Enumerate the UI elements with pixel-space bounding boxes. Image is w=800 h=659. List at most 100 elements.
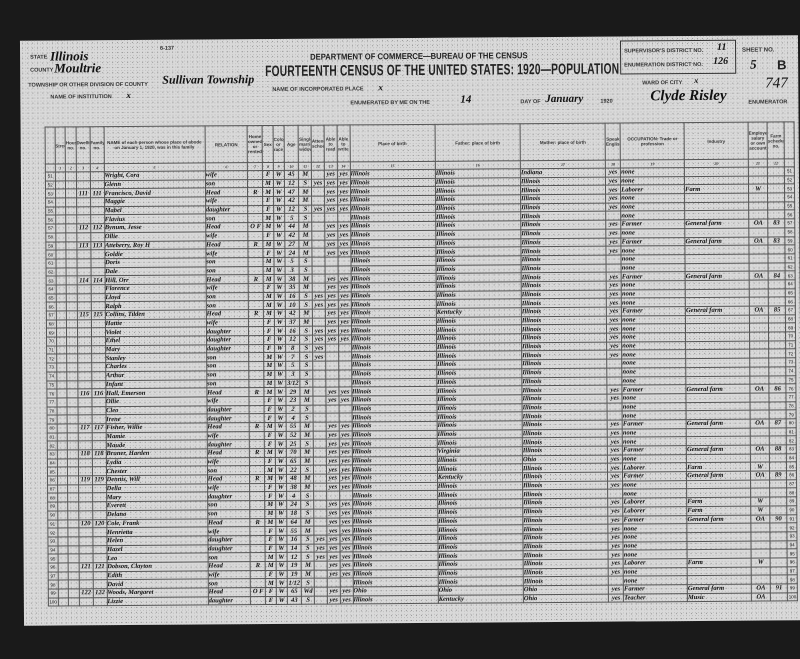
race: W <box>274 292 285 301</box>
tenure <box>247 205 263 215</box>
relation: daughter <box>208 596 251 606</box>
can-read: yes <box>325 317 339 327</box>
can-write: yes <box>338 334 352 344</box>
dwelling-number <box>78 527 93 537</box>
speaks-english <box>606 263 622 273</box>
race: W <box>274 396 286 406</box>
can-write: yes <box>338 430 352 440</box>
attended-school <box>314 569 328 579</box>
street-cell <box>57 502 68 511</box>
attended-school <box>314 578 328 588</box>
family-number: 117 <box>91 423 106 433</box>
can-write: yes <box>337 195 351 205</box>
relation: Head <box>206 387 250 397</box>
ward-label: WARD OF CITY <box>642 80 683 87</box>
attended-school <box>312 230 325 240</box>
column-header: Family no. <box>89 126 104 164</box>
line-number-right: 91 <box>787 514 797 524</box>
race: W <box>276 596 287 605</box>
race: W <box>274 283 285 293</box>
race: W <box>275 535 287 545</box>
column-header: Able to read <box>324 125 338 163</box>
family-number <box>91 354 106 363</box>
institution-label: NAME OF INSTITUTION <box>50 94 112 101</box>
street-cell <box>56 371 68 381</box>
relation: Head <box>208 587 251 597</box>
street-cell <box>54 171 66 181</box>
family-number <box>92 501 107 511</box>
occupation: Teacher <box>623 593 688 603</box>
house-number-cell <box>66 276 78 285</box>
column-header: House no. <box>65 126 77 164</box>
line-number: 90 <box>47 510 58 520</box>
sex: M <box>263 266 275 275</box>
farm-schedule-number <box>770 566 788 576</box>
relation: Head <box>207 518 251 528</box>
sex: M <box>264 387 275 397</box>
house-number-cell <box>66 250 77 259</box>
sex: M <box>264 370 275 380</box>
farm-schedule-number <box>767 166 785 176</box>
house-number-cell <box>67 415 79 424</box>
line-number-right: 66 <box>785 297 796 306</box>
farm-schedule-number <box>770 531 788 541</box>
marital-status: S <box>301 578 315 588</box>
column-number: 22 <box>767 158 785 168</box>
house-number-cell <box>67 458 79 468</box>
attended-school: yes <box>312 326 326 336</box>
street-cell <box>56 363 67 372</box>
can-write: yes <box>339 500 353 509</box>
farm-schedule-number: 86 <box>769 384 787 393</box>
relation: son <box>205 292 249 302</box>
race: W <box>274 300 285 310</box>
family-number <box>91 328 106 337</box>
farm-schedule-number <box>769 453 787 463</box>
relation: son <box>206 361 250 371</box>
line-number-right: 79 <box>786 410 797 419</box>
sheet-number: 5 <box>750 56 757 72</box>
can-write: yes <box>338 308 351 318</box>
family-number <box>91 380 106 389</box>
street-cell <box>57 510 69 520</box>
farm-schedule-number <box>768 245 786 254</box>
speaks-english <box>607 367 623 377</box>
line-number-right: 76 <box>786 384 796 393</box>
county-value: Moultrie <box>54 60 102 76</box>
attended-school: yes <box>312 352 326 362</box>
can-read: yes <box>325 274 338 284</box>
house-number-cell <box>66 354 78 364</box>
can-read: yes <box>327 560 340 570</box>
farm-schedule-number <box>767 175 785 185</box>
column-number: 3 <box>76 163 91 172</box>
dwelling-number <box>77 371 92 381</box>
speaks-english <box>605 211 621 221</box>
dwelling-number <box>78 493 93 502</box>
house-number-cell <box>67 423 79 433</box>
can-read: yes <box>327 543 340 553</box>
farm-schedule-number <box>769 488 787 498</box>
race: W <box>275 483 287 492</box>
line-number: 59 <box>45 241 56 251</box>
dwelling-number <box>77 406 92 416</box>
tenure: R <box>247 187 263 197</box>
family-number: 121 <box>92 562 107 572</box>
tenure <box>249 361 265 371</box>
relation: wife <box>207 483 250 493</box>
farm-schedule-number: 91 <box>770 583 788 593</box>
street-cell <box>56 415 68 424</box>
can-write: yes <box>337 187 351 197</box>
department-heading: DEPARTMENT OF COMMERCE—BUREAU OF THE CEN… <box>310 50 528 62</box>
line-number: 79 <box>47 415 57 424</box>
speaks-english: yes <box>606 333 622 342</box>
can-write: yes <box>338 291 351 301</box>
column-number: 2 <box>65 163 77 172</box>
house-number-cell <box>66 232 77 242</box>
relation: wife <box>205 283 249 293</box>
street-cell <box>57 528 69 537</box>
race: W <box>276 578 287 588</box>
line-number: 67 <box>46 310 56 320</box>
township-label: TOWNSHIP OR OTHER DIVISION OF COUNTY <box>28 81 148 89</box>
dwelling-number <box>76 206 91 216</box>
house-number-cell <box>68 597 80 607</box>
dwelling-number <box>78 467 93 476</box>
